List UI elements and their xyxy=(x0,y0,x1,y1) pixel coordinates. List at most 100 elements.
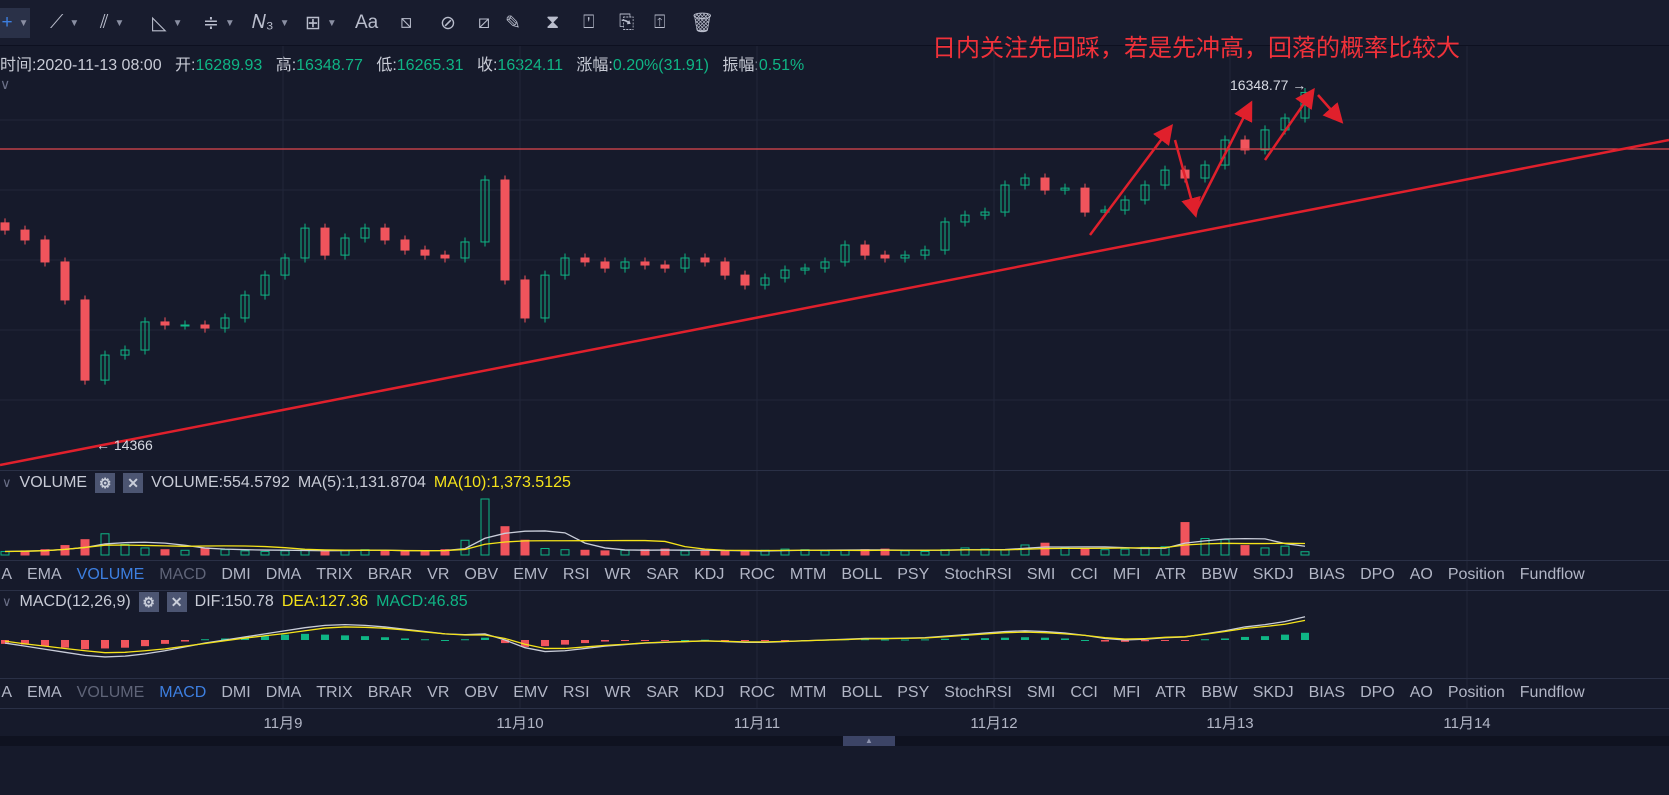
tab-dmi[interactable]: DMI xyxy=(221,684,251,701)
tab-wr[interactable]: WR xyxy=(604,566,632,583)
tab-boll[interactable]: BOLL xyxy=(841,566,883,583)
tab-bbw[interactable]: BBW xyxy=(1201,566,1238,583)
tab-trix[interactable]: TRIX xyxy=(316,566,353,583)
horizontal-lines-tool[interactable]: ≑ ▼ xyxy=(203,8,235,38)
tab-wr[interactable]: WR xyxy=(604,684,632,701)
tab-position[interactable]: Position xyxy=(1447,684,1505,701)
tab-kdj[interactable]: KDJ xyxy=(694,684,725,701)
tab-ema[interactable]: EMA xyxy=(27,684,62,701)
tab-ma[interactable]: MA xyxy=(0,566,12,583)
tab-stochrsi[interactable]: StochRSI xyxy=(944,684,1012,701)
chevron-down-icon[interactable]: ▼ xyxy=(279,17,290,29)
tab-ao[interactable]: AO xyxy=(1409,566,1433,583)
tab-ma[interactable]: MA xyxy=(0,684,12,701)
text-tool[interactable]: Aa xyxy=(355,8,378,38)
chevron-down-icon[interactable]: ▼ xyxy=(69,17,80,29)
trash-tool[interactable]: 🗑 xyxy=(690,8,714,38)
tab-skdj[interactable]: SKDJ xyxy=(1252,684,1294,701)
crosshair-icon: + xyxy=(1,12,13,33)
horizontal-scrollbar[interactable]: ▲ xyxy=(0,736,1669,746)
tab-position[interactable]: Position xyxy=(1447,566,1505,583)
tab-roc[interactable]: ROC xyxy=(739,566,775,583)
collapse-chevron-icon[interactable]: ∨ xyxy=(2,475,12,490)
tab-sar[interactable]: SAR xyxy=(646,566,680,583)
chevron-down-icon[interactable]: ▼ xyxy=(172,17,183,29)
tab-psy[interactable]: PSY xyxy=(897,684,930,701)
lock-tool[interactable]: ⍞ xyxy=(583,8,594,38)
tab-skdj[interactable]: SKDJ xyxy=(1252,566,1294,583)
scroll-handle[interactable]: ▲ xyxy=(843,736,895,746)
gear-icon[interactable]: ⚙ xyxy=(95,473,116,493)
rectangle-tool[interactable]: ⊞ ▼ xyxy=(305,8,337,38)
tab-ema[interactable]: EMA xyxy=(27,566,62,583)
tab-roc[interactable]: ROC xyxy=(739,684,775,701)
tab-brar[interactable]: BRAR xyxy=(367,566,413,583)
tab-emv[interactable]: EMV xyxy=(513,684,548,701)
eraser-tool[interactable]: ⊘ xyxy=(440,8,456,38)
tab-mfi[interactable]: MFI xyxy=(1112,684,1141,701)
collapse-chevron-icon[interactable]: ∨ xyxy=(0,76,11,92)
trash-icon: 🗑 xyxy=(690,13,715,34)
edit-note-tool[interactable]: ⍐ xyxy=(654,8,665,38)
tab-rsi[interactable]: RSI xyxy=(562,684,590,701)
tab-fundflow[interactable]: Fundflow xyxy=(1519,566,1585,583)
tab-smi[interactable]: SMI xyxy=(1026,566,1056,583)
tab-dpo[interactable]: DPO xyxy=(1360,566,1395,583)
tab-dma[interactable]: DMA xyxy=(265,684,302,701)
chevron-down-icon[interactable]: ▼ xyxy=(114,17,125,29)
tab-sar[interactable]: SAR xyxy=(646,684,680,701)
candle-down xyxy=(500,179,510,281)
tab-smi[interactable]: SMI xyxy=(1026,684,1056,701)
tab-dmi[interactable]: DMI xyxy=(221,566,251,583)
tab-rsi[interactable]: RSI xyxy=(562,566,590,583)
gear-icon[interactable]: ⚙ xyxy=(138,592,159,612)
tab-atr[interactable]: ATR xyxy=(1155,566,1187,583)
close-icon[interactable]: ✕ xyxy=(166,592,187,612)
tab-volume[interactable]: VOLUME xyxy=(76,566,145,583)
price-range-tool[interactable]: ⧅ xyxy=(400,8,412,38)
ruler-tool[interactable]: ⧄ xyxy=(478,8,490,38)
tab-macd[interactable]: MACD xyxy=(159,566,207,583)
tab-obv[interactable]: OBV xyxy=(464,684,499,701)
tab-bias[interactable]: BIAS xyxy=(1308,566,1346,583)
collapse-chevron-icon[interactable]: ∨ xyxy=(2,594,12,609)
tab-mtm[interactable]: MTM xyxy=(789,566,827,583)
triangle-ruler-tool[interactable]: ◺ ▼ xyxy=(152,8,183,38)
tab-kdj[interactable]: KDJ xyxy=(694,566,725,583)
chevron-down-icon[interactable]: ▼ xyxy=(326,17,337,29)
tab-obv[interactable]: OBV xyxy=(464,566,499,583)
tab-vr[interactable]: VR xyxy=(427,684,450,701)
close-icon[interactable]: ✕ xyxy=(123,473,144,493)
tab-fundflow[interactable]: Fundflow xyxy=(1519,684,1585,701)
tab-ao[interactable]: AO xyxy=(1409,684,1433,701)
tab-mtm[interactable]: MTM xyxy=(789,684,827,701)
brush-tool[interactable]: ✎ xyxy=(505,8,521,38)
tab-dpo[interactable]: DPO xyxy=(1360,684,1395,701)
tab-bias[interactable]: BIAS xyxy=(1308,684,1346,701)
parallel-channel-tool[interactable]: ⫽ ▼ xyxy=(100,8,124,38)
candle-up xyxy=(100,354,110,381)
tab-emv[interactable]: EMV xyxy=(513,566,548,583)
tab-psy[interactable]: PSY xyxy=(897,566,930,583)
tab-cci[interactable]: CCI xyxy=(1070,566,1098,583)
crosshair-tool[interactable]: + ▼ xyxy=(0,8,30,38)
tab-trix[interactable]: TRIX xyxy=(316,684,353,701)
tab-atr[interactable]: ATR xyxy=(1155,684,1187,701)
tab-vr[interactable]: VR xyxy=(427,566,450,583)
bookmark-tool[interactable]: ⎘ xyxy=(619,8,634,38)
tab-stochrsi[interactable]: StochRSI xyxy=(944,566,1012,583)
tab-brar[interactable]: BRAR xyxy=(367,684,413,701)
tab-volume[interactable]: VOLUME xyxy=(76,684,145,701)
wave-pattern-tool[interactable]: 𝑁₃ ▼ xyxy=(252,8,290,38)
tab-dma[interactable]: DMA xyxy=(265,566,302,583)
tab-boll[interactable]: BOLL xyxy=(841,684,883,701)
chevron-down-icon[interactable]: ▼ xyxy=(18,17,29,29)
tab-bbw[interactable]: BBW xyxy=(1201,684,1238,701)
tab-mfi[interactable]: MFI xyxy=(1112,566,1141,583)
tab-cci[interactable]: CCI xyxy=(1070,684,1098,701)
trendline-tool[interactable]: ⟋ ▼ xyxy=(50,8,79,38)
tab-macd[interactable]: MACD xyxy=(159,684,207,701)
candle-tool-tool[interactable]: ⧗ xyxy=(546,8,559,38)
chevron-down-icon[interactable]: ▼ xyxy=(224,17,235,29)
